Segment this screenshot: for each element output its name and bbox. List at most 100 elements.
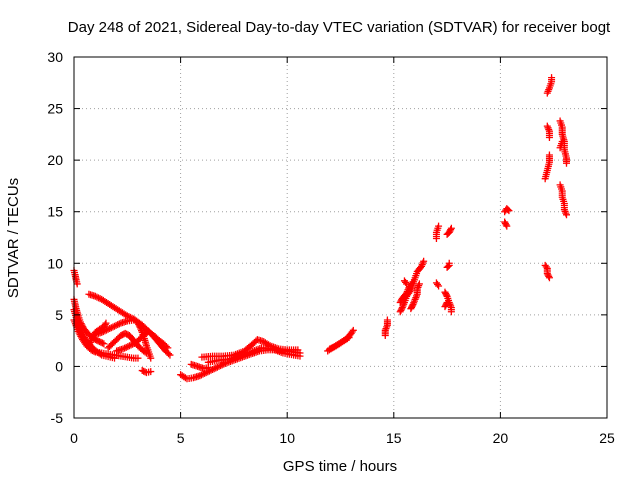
data-point-series-3 (382, 325, 390, 333)
data-point-series-4 (444, 262, 452, 270)
data-point-series-3 (345, 334, 353, 342)
data-point-series-4 (545, 126, 553, 134)
data-point-series-4 (442, 300, 450, 308)
y-tick-label: 30 (47, 49, 63, 65)
plot-frame (73, 56, 608, 419)
data-point-series-4 (415, 282, 423, 290)
data-point-series-1 (90, 347, 98, 355)
data-point-series-1 (101, 327, 109, 335)
data-point-series-2 (196, 372, 204, 380)
data-point-series-1 (125, 342, 133, 350)
data-point-series-3 (349, 326, 357, 334)
data-point-series-4 (562, 159, 570, 167)
data-point-series-1 (98, 328, 106, 336)
data-point-series-4 (420, 257, 428, 265)
data-point-series-2 (205, 367, 213, 375)
data-point-series-1 (165, 350, 173, 358)
data-point-series-1 (130, 316, 138, 324)
data-point-series-1 (115, 320, 123, 328)
x-tick-label: 20 (493, 430, 509, 446)
data-point-series-4 (409, 278, 417, 286)
data-point-series-1 (124, 343, 132, 351)
data-point-series-2 (294, 346, 302, 354)
data-point-series-2 (181, 374, 189, 382)
data-point-series-1 (122, 343, 130, 351)
x-tick-label: 0 (70, 430, 78, 446)
y-tick-label: 25 (47, 101, 63, 117)
data-point-series-4 (408, 302, 416, 310)
data-points (70, 74, 570, 383)
x-tick-label: 10 (279, 430, 295, 446)
data-point-series-4 (403, 280, 411, 288)
y-tick-label: 15 (47, 204, 63, 220)
data-point-series-1 (91, 292, 99, 300)
y-tick-label: 5 (55, 307, 63, 323)
data-point-series-4 (447, 226, 455, 234)
data-point-series-1 (99, 328, 107, 336)
data-point-series-1 (129, 340, 137, 348)
data-point-series-3 (327, 344, 335, 352)
data-point-series-1 (147, 354, 155, 362)
axis-ticks: 0 5 10 15 20 25 -5 0 5 10 15 20 25 30 (47, 49, 615, 446)
data-point-series-3 (343, 335, 351, 343)
data-point-series-1 (104, 325, 112, 333)
data-point-series-1 (111, 322, 119, 330)
data-point-series-1 (73, 280, 81, 288)
data-point-series-1 (134, 354, 142, 362)
data-point-series-4 (545, 133, 553, 141)
data-point-series-4 (502, 221, 510, 229)
x-tick-label: 25 (599, 430, 615, 446)
data-point-series-4 (561, 207, 569, 215)
data-point-series-1 (166, 351, 174, 359)
data-point-series-3 (329, 343, 337, 351)
data-point-series-4 (548, 74, 556, 82)
data-point-series-1 (119, 345, 127, 353)
data-point-series-2 (296, 352, 304, 360)
data-point-series-1 (95, 294, 103, 302)
data-point-series-3 (348, 328, 356, 336)
data-point-series-2 (215, 362, 223, 370)
data-point-series-4 (504, 206, 512, 214)
y-tick-label: 20 (47, 152, 63, 168)
data-point-series-4 (505, 207, 513, 215)
data-point-series-4 (402, 278, 410, 286)
data-point-series-1 (112, 321, 120, 329)
data-point-series-4 (542, 263, 550, 271)
data-point-series-4 (447, 224, 455, 232)
data-point-series-1 (100, 340, 108, 348)
data-point-series-4 (447, 308, 455, 316)
data-point-series-4 (558, 138, 566, 146)
data-point-series-1 (106, 325, 114, 333)
data-point-series-4 (415, 280, 423, 288)
data-point-series-4 (398, 305, 406, 313)
data-point-series-2 (197, 371, 205, 379)
y-tick-label: 0 (55, 358, 63, 374)
grid-lines (74, 57, 607, 418)
data-point-series-2 (209, 366, 217, 374)
data-point-series-3 (383, 323, 391, 331)
data-point-series-2 (212, 364, 220, 372)
data-point-series-1 (93, 293, 101, 301)
data-point-series-2 (213, 363, 221, 371)
data-point-series-4 (442, 291, 450, 299)
data-point-series-4 (562, 211, 570, 219)
y-tick-label: 10 (47, 255, 63, 271)
data-point-series-4 (414, 283, 422, 291)
data-point-series-1 (103, 326, 111, 334)
data-point-series-4 (562, 209, 570, 217)
data-point-series-3 (326, 345, 334, 353)
data-point-series-1 (101, 320, 109, 328)
data-point-series-1 (127, 341, 135, 349)
data-point-series-1 (102, 319, 110, 327)
data-point-series-4 (445, 259, 453, 267)
data-point-series-1 (147, 368, 155, 376)
x-axis-label: GPS time / hours (283, 458, 397, 475)
data-point-series-1 (107, 324, 115, 332)
data-point-series-1 (121, 344, 129, 352)
y-axis-label: SDTVAR / TECUs (5, 178, 22, 298)
data-point-series-4 (544, 124, 552, 132)
x-tick-label: 5 (177, 430, 185, 446)
chart-title: Day 248 of 2021, Sidereal Day-to-day VTE… (68, 19, 611, 36)
data-point-series-1 (135, 322, 143, 330)
data-point-series-3 (383, 316, 391, 324)
